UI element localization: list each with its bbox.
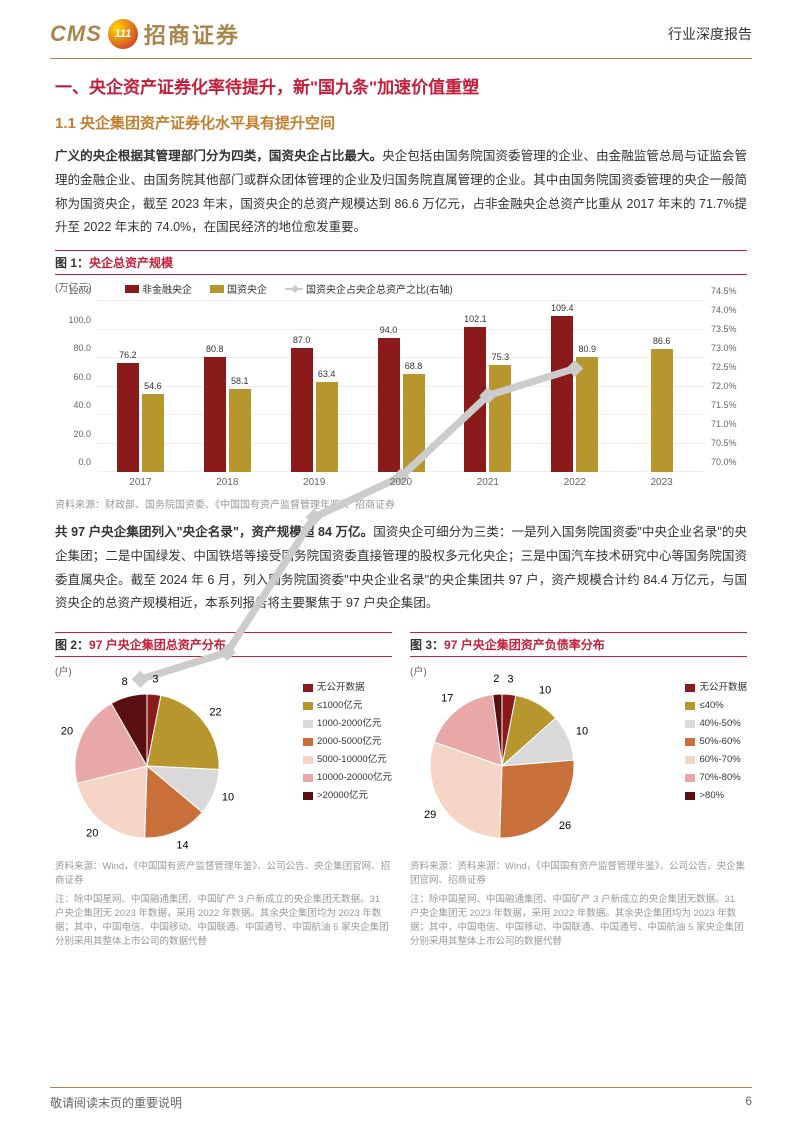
svg-text:2: 2	[493, 673, 499, 685]
fig1-chart: (万亿元) 非金融央企 国资央企 国资央企占央企总资产之比(右轴) 0.020.…	[55, 279, 747, 494]
paragraph-1: 广义的央企根据其管理部门分为四类，国资央企占比最大。央企包括由国务院国资委管理的…	[55, 145, 747, 240]
p1-bold: 广义的央企根据其管理部门分为四类，国资央企占比最大。	[55, 149, 382, 163]
main-content: 一、央企资产证券化率待提升，新"国九条"加速价值重塑 1.1 央企集团资产证券化…	[0, 59, 802, 950]
svg-text:3: 3	[152, 673, 158, 685]
heading-2: 1.1 央企集团资产证券化水平具有提升空间	[55, 112, 747, 133]
svg-text:17: 17	[441, 692, 453, 704]
svg-text:29: 29	[424, 809, 436, 821]
heading-1: 一、央企资产证券化率待提升，新"国九条"加速价值重塑	[55, 73, 747, 98]
footer-note: 敬请阅读末页的重要说明	[50, 1094, 182, 1111]
svg-text:8: 8	[122, 676, 128, 688]
fig1-title: 图 1：央企总资产规模	[55, 250, 747, 275]
fig1-yaxis-left: 0.020.040.060.080.0100.0120.0	[55, 301, 95, 472]
page-number: 6	[745, 1094, 752, 1111]
fig3-pie: 3 10 10 26 29 17 2	[402, 661, 607, 856]
svg-text:20: 20	[61, 726, 73, 738]
page-header: CMS 111 招商证券 行业深度报告	[0, 0, 802, 58]
svg-text:10: 10	[576, 726, 588, 738]
fig3-legend: 无公开数据≤40%40%-50%50%-60%60%-70%70%-80%>80…	[685, 679, 747, 805]
fig2-pie: 3 22 10 14 20 20 8	[47, 661, 252, 856]
logo-text-en: CMS	[50, 21, 102, 47]
logo-icon: 111	[108, 19, 138, 49]
fig1-legend: 非金融央企 国资央企 国资央企占央企总资产之比(右轴)	[125, 281, 453, 296]
fig3-chart: (户) 310102629172 无公开数据≤40%40%-50%50%-60%…	[410, 661, 747, 856]
svg-text:22: 22	[209, 706, 221, 718]
fig2-legend: 无公开数据≤1000亿元1000-2000亿元2000-5000亿元5000-1…	[303, 679, 392, 805]
fig1-plot: 76.254.680.858.187.063.494.068.8102.175.…	[97, 301, 705, 472]
svg-text:26: 26	[559, 820, 571, 832]
fig1-xaxis: 2017201820192020202120222023	[97, 477, 705, 488]
logo-text-cn: 招商证券	[144, 18, 240, 50]
svg-text:10: 10	[539, 684, 551, 696]
page-footer: 敬请阅读末页的重要说明 6	[50, 1087, 752, 1111]
svg-text:10: 10	[222, 792, 234, 804]
document-type: 行业深度报告	[668, 24, 752, 44]
svg-text:14: 14	[176, 839, 188, 851]
logo: CMS 111 招商证券	[50, 18, 240, 50]
svg-text:3: 3	[507, 673, 513, 685]
svg-text:20: 20	[86, 828, 98, 840]
fig2-chart: (户) 322101420208 无公开数据≤1000亿元1000-2000亿元…	[55, 661, 392, 856]
fig1-yaxis-right: 70.0%70.5%71.0%71.5%72.0%72.5%73.0%73.5%…	[707, 301, 747, 472]
